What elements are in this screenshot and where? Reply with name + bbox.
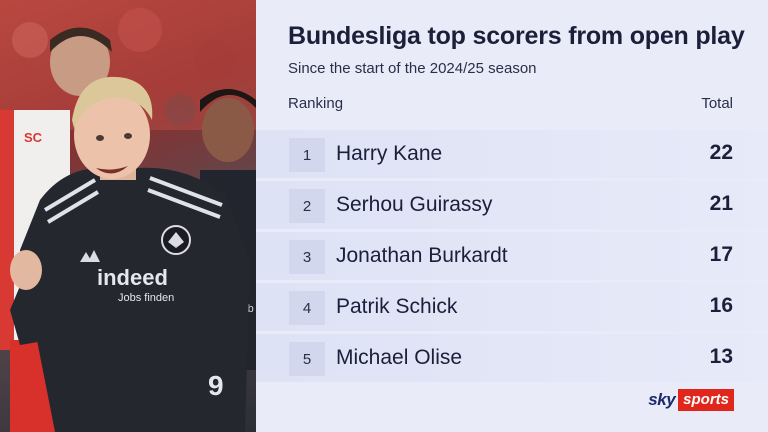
page-title: Bundesliga top scorers from open play [288, 22, 745, 50]
shirt-sponsor-text: indeed [97, 265, 168, 290]
table-row: 4 Patrik Schick 16 [256, 283, 768, 331]
rank-badge: 2 [289, 189, 325, 223]
goal-total: 21 [709, 192, 733, 215]
column-header-total: Total [701, 95, 733, 112]
goal-total: 22 [709, 141, 733, 164]
player-name: Harry Kane [336, 142, 443, 165]
table-row: 3 Jonathan Burkardt 17 [256, 232, 768, 280]
table-row: 5 Michael Olise 13 [256, 334, 768, 382]
sky-sports-logo: sky sports [648, 389, 734, 411]
player-name: Jonathan Burkardt [336, 244, 508, 267]
goal-total: 16 [709, 294, 733, 317]
player-photo-illustration: SC de Job indeed Jobs finden 9 [0, 0, 256, 432]
table-row: 2 Serhou Guirassy 21 [256, 181, 768, 229]
logo-sports-text: sports [678, 389, 734, 411]
rank-badge: 3 [289, 240, 325, 274]
shorts-number: 9 [208, 370, 224, 401]
scorers-table: 1 Harry Kane 22 2 Serhou Guirassy 21 3 J… [256, 130, 768, 385]
top-scorers-panel: Bundesliga top scorers from open play Si… [256, 0, 768, 432]
column-header-ranking: Ranking [288, 95, 344, 112]
logo-sky-text: sky [648, 390, 676, 409]
goal-total: 17 [709, 243, 733, 266]
player-name: Michael Olise [336, 346, 463, 369]
goal-total: 13 [709, 345, 733, 368]
table-row: 1 Harry Kane 22 [256, 130, 768, 178]
background-sponsor-text: SC [24, 130, 43, 145]
player-name: Patrik Schick [336, 295, 458, 318]
page-subtitle: Since the start of the 2024/25 season [288, 60, 537, 77]
rank-badge: 4 [289, 291, 325, 325]
rank-badge: 1 [289, 138, 325, 172]
shirt-sponsor-subtext: Jobs finden [118, 292, 174, 304]
player-photo: SC de Job indeed Jobs finden 9 [0, 0, 256, 432]
player-name: Serhou Guirassy [336, 193, 493, 216]
rank-badge: 5 [289, 342, 325, 376]
